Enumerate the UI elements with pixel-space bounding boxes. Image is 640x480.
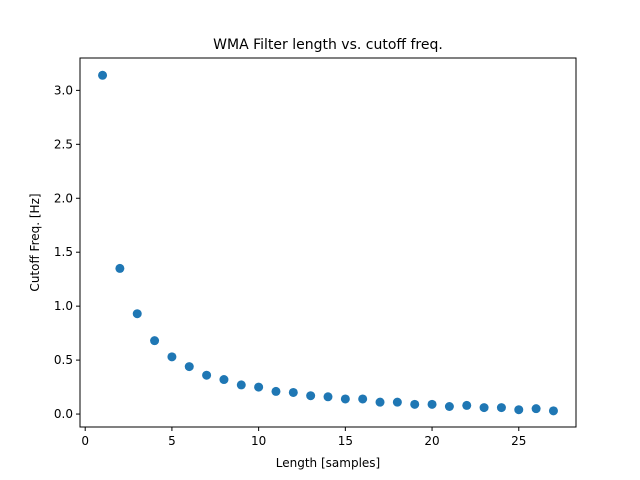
y-axis: 0.0 0.5 1.0 1.5 2.0 2.5 3.0 xyxy=(54,83,80,421)
y-axis-label: Cutoff Freq. [Hz] xyxy=(28,193,42,291)
plot-area xyxy=(98,70,558,416)
data-point xyxy=(115,263,125,273)
x-tick-label: 20 xyxy=(424,434,439,448)
data-point xyxy=(236,380,246,390)
data-point xyxy=(375,397,385,407)
data-point xyxy=(548,406,558,416)
data-point xyxy=(150,336,160,346)
data-point xyxy=(514,405,524,415)
data-point xyxy=(271,386,281,396)
data-point xyxy=(323,392,333,402)
data-point xyxy=(358,394,368,404)
data-point xyxy=(444,402,454,411)
x-axis: 0 5 10 15 20 25 xyxy=(81,427,526,448)
y-tick-label: 0.0 xyxy=(54,407,73,421)
x-tick-label: 25 xyxy=(511,434,526,448)
data-point xyxy=(132,309,142,319)
data-point xyxy=(496,403,506,413)
data-point xyxy=(219,375,229,385)
data-point xyxy=(306,391,316,401)
x-tick-label: 5 xyxy=(168,434,176,448)
data-point xyxy=(410,399,420,409)
data-point xyxy=(98,70,108,80)
data-point xyxy=(340,394,350,404)
y-tick-label: 1.5 xyxy=(54,245,73,259)
data-point xyxy=(392,397,402,407)
data-point xyxy=(531,404,541,414)
x-tick-label: 10 xyxy=(251,434,266,448)
x-tick-label: 0 xyxy=(81,434,89,448)
y-tick-label: 2.5 xyxy=(54,137,73,151)
chart-title: WMA Filter length vs. cutoff freq. xyxy=(213,37,443,53)
data-point xyxy=(202,370,212,380)
y-tick-label: 0.5 xyxy=(54,353,73,367)
data-point xyxy=(288,387,298,397)
data-point xyxy=(427,399,437,409)
y-tick-label: 3.0 xyxy=(54,83,73,97)
x-axis-label: Length [samples] xyxy=(276,456,380,470)
y-tick-label: 2.0 xyxy=(54,191,73,205)
y-tick-label: 1.0 xyxy=(54,299,73,313)
data-point xyxy=(167,352,177,362)
data-point xyxy=(462,400,472,410)
plot-frame xyxy=(79,57,577,428)
data-point xyxy=(184,362,194,372)
data-point xyxy=(479,403,489,413)
x-tick-label: 15 xyxy=(338,434,353,448)
data-point xyxy=(254,382,264,392)
